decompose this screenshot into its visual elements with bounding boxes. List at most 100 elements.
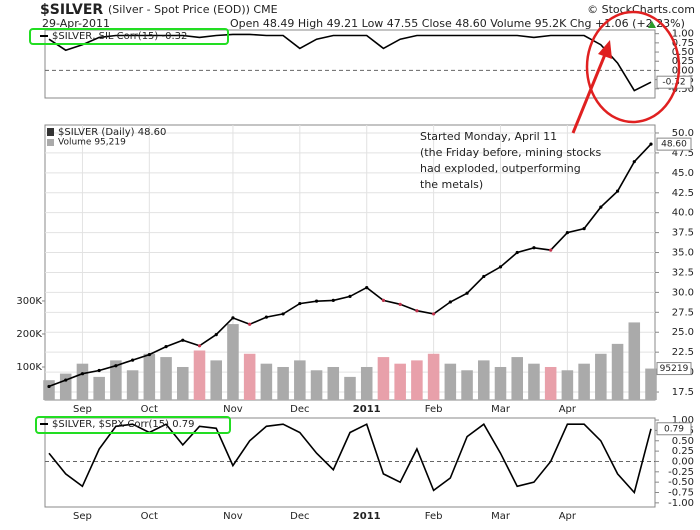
y-tick-label: -0.25 xyxy=(668,467,694,478)
price-point xyxy=(549,248,553,252)
y-tick-label: -0.50 xyxy=(668,84,694,95)
y-tick-label: 0.25 xyxy=(672,446,694,457)
last-value-label: 48.60 xyxy=(661,140,687,150)
volume-bar xyxy=(277,366,289,400)
y-tick-label: 37.5 xyxy=(672,228,694,239)
volume-bar xyxy=(561,370,574,400)
y-tick-label: -0.50 xyxy=(668,477,694,488)
price-point xyxy=(181,338,185,342)
highlight-box xyxy=(29,28,229,45)
annotation: the metals) xyxy=(420,178,483,191)
volume-bar xyxy=(578,363,590,400)
price-point xyxy=(197,344,202,348)
y-tick-label: 22.5 xyxy=(672,347,694,358)
y-tick-label: 47.5 xyxy=(672,148,694,159)
y-tick-label: 32.5 xyxy=(672,267,694,278)
price-point xyxy=(398,302,402,306)
y-tick-label: 45.0 xyxy=(672,168,694,179)
y-tick-label: 0.50 xyxy=(672,47,694,58)
volume-bar xyxy=(461,370,473,400)
y-tick-label: 30.0 xyxy=(672,287,694,298)
last-value-label: 95219 xyxy=(660,364,689,374)
volume-bar xyxy=(628,322,641,400)
volume-bar xyxy=(210,360,222,400)
x-tick-label: Mar xyxy=(491,511,511,522)
y-tick-label: 42.5 xyxy=(672,188,694,199)
y-tick-label: 0.00 xyxy=(672,456,694,467)
x-tick-label: Oct xyxy=(141,511,158,522)
volume-bar xyxy=(177,366,189,400)
volume-bar xyxy=(310,370,323,400)
title: $SILVER xyxy=(40,2,103,18)
up-arrow xyxy=(648,21,656,28)
highlight-circle xyxy=(585,10,681,124)
price-point xyxy=(298,301,302,306)
legend: $SILVER, $SPX Corr(15) 0.79 xyxy=(52,419,195,430)
volume-bar xyxy=(160,357,172,400)
price-point xyxy=(599,205,603,209)
last-value-box xyxy=(656,422,692,436)
legend: Volume 95,219 xyxy=(58,138,126,148)
y-tick-label: 50.0 xyxy=(672,128,694,139)
price-point xyxy=(515,250,519,255)
volume-bar xyxy=(494,366,507,400)
annotation: Started Monday, April 11 xyxy=(420,130,557,143)
volume-bar xyxy=(394,363,406,400)
price-point xyxy=(80,372,85,376)
volume-bar xyxy=(411,360,423,400)
volume-bar xyxy=(76,363,89,400)
annotation: had exploded, outperforming xyxy=(420,162,581,175)
volume-bar xyxy=(478,360,490,400)
price-point xyxy=(632,160,636,164)
price-point xyxy=(64,378,68,382)
y-tick-label: 25.0 xyxy=(672,327,694,338)
price-point xyxy=(432,312,436,316)
y-tick-label: 40.0 xyxy=(672,208,694,219)
volume-bar xyxy=(595,353,607,400)
price-point xyxy=(314,299,319,303)
price-point xyxy=(448,300,452,304)
x-tick-label: Dec xyxy=(290,511,309,522)
legend-swatch xyxy=(47,139,54,146)
corr-line xyxy=(48,423,652,495)
price-point xyxy=(649,142,653,146)
price-point xyxy=(615,189,620,193)
x-tick-label: Nov xyxy=(223,404,243,415)
price-point xyxy=(482,274,486,279)
volume-bar xyxy=(193,350,206,400)
y-tick-label: -1.00 xyxy=(668,498,694,509)
arrow-head xyxy=(598,40,612,59)
x-tick-label: Nov xyxy=(223,511,243,522)
x-tick-label: Feb xyxy=(425,511,443,522)
panels: 1.000.750.500.250.00-0.25-0.50$SILVER, S… xyxy=(16,29,694,522)
x-tick-label: Apr xyxy=(559,511,577,522)
date: 29-Apr-2011 xyxy=(42,17,110,30)
volume-bar xyxy=(227,324,239,400)
volume-bar xyxy=(143,353,156,400)
x-tick-label: Feb xyxy=(425,404,443,415)
volume-bar xyxy=(444,363,457,400)
price-point xyxy=(498,265,503,269)
last-value-label: 0.79 xyxy=(664,424,684,434)
last-value-label: -0.32 xyxy=(662,78,685,88)
price-point xyxy=(415,309,419,313)
source: © StockCharts.com xyxy=(587,3,695,16)
price-point xyxy=(231,316,235,320)
annotation: (the Friday before, mining stocks xyxy=(420,146,602,159)
volume-bar xyxy=(126,370,139,400)
volume-bar xyxy=(544,366,557,400)
x-tick-label: 2011 xyxy=(353,511,381,522)
y2-tick-label: 300K xyxy=(16,296,42,307)
corr-line xyxy=(48,33,652,92)
volume-bar xyxy=(243,353,256,400)
price-point xyxy=(365,286,369,290)
volume-bar xyxy=(645,368,657,400)
stats: Open 48.49 High 49.21 Low 47.55 Close 48… xyxy=(230,17,685,30)
y-tick-label: 0.25 xyxy=(672,56,694,67)
volume-bar xyxy=(260,363,273,400)
y2-tick-label: 100K xyxy=(16,362,42,373)
volume-bar xyxy=(344,376,356,400)
x-tick-label: Dec xyxy=(290,404,309,415)
y-tick-label: 1.00 xyxy=(672,415,694,426)
price-point xyxy=(164,344,168,349)
